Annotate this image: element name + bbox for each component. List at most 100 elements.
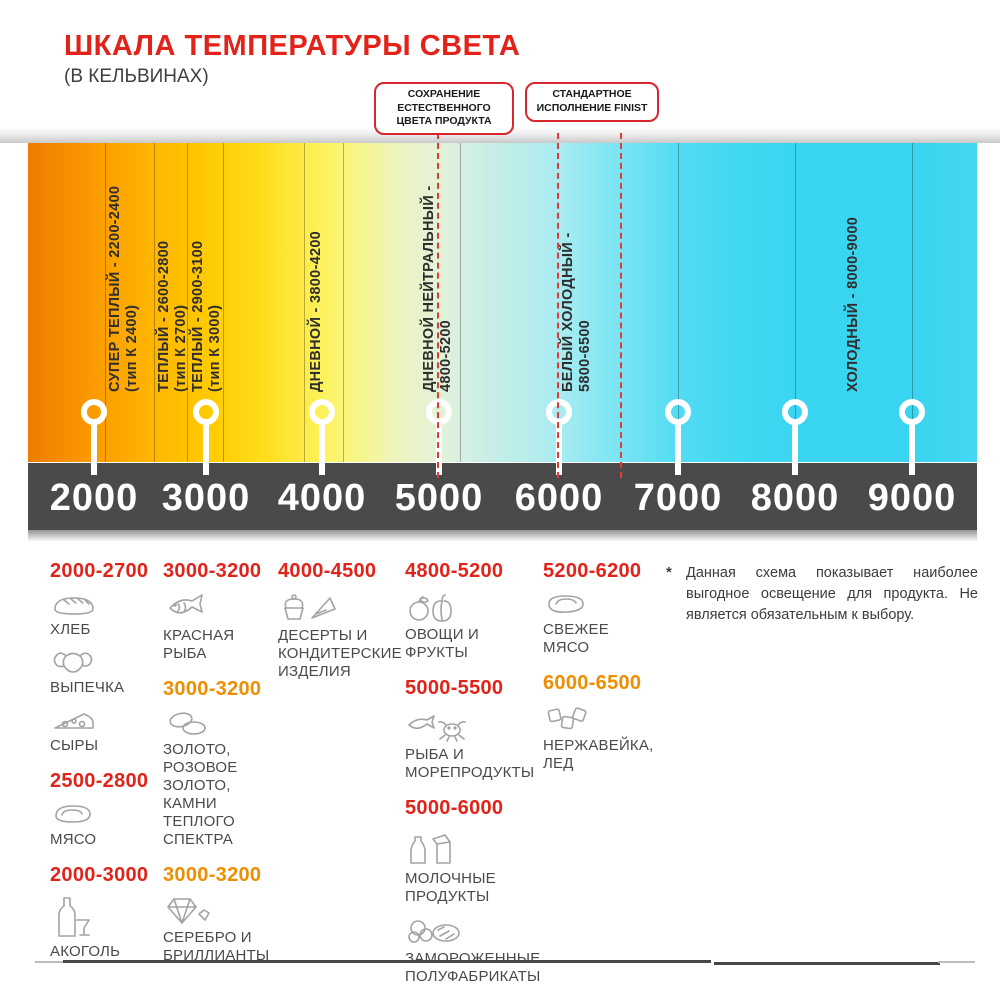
scale-pin-stem: [556, 422, 562, 475]
item-label: АКОГОЛЬ: [50, 943, 121, 960]
category-item: ОВОЩИ И ФРУКТЫ: [405, 590, 541, 662]
scale-pin-stem: [91, 422, 97, 475]
category-group: 2000-3000 АКОГОЛЬ: [50, 864, 154, 961]
category-item: МЯСО: [50, 800, 154, 849]
marker-line-6000: [557, 133, 559, 478]
zone-label-sub: (тип К 2400): [124, 304, 140, 392]
zone-label-sub: 5800-6500: [577, 319, 593, 392]
item-label: СЫРЫ: [50, 737, 99, 754]
item-label: КРАСНАЯ РЫБА: [163, 627, 235, 662]
item-label: ОВОЩИ И ФРУКТЫ: [405, 626, 480, 661]
bottom-rule: [63, 960, 711, 963]
alcohol-icon: [58, 897, 90, 937]
category-item: АКОГОЛЬ: [50, 894, 154, 961]
frozen-food-icon: [408, 920, 460, 943]
zone-separator-line: [343, 143, 344, 462]
category-item: РЫБА И МОРЕПРОДУКТЫ: [405, 707, 541, 782]
temperature-gradient-bar: [28, 143, 977, 462]
category-column-3: 4000-4500 ДЕСЕРТЫ И КОНДИТЕРСКИЕ ИЗДЕЛИЯ: [278, 560, 402, 696]
category-group: 4000-4500 ДЕСЕРТЫ И КОНДИТЕРСКИЕ ИЗДЕЛИЯ: [278, 560, 402, 681]
item-label: МОЛОЧНЫЕ ПРОДУКТЫ: [405, 870, 496, 905]
fresh-meat-icon: [548, 595, 584, 613]
scale-pin-stem: [792, 422, 798, 475]
category-item: НЕРЖАВЕЙКА, ЛЕД: [543, 702, 659, 773]
axis-tick-2000: 2000: [49, 477, 139, 519]
category-group: 4800-5200 ОВОЩИ И ФРУКТЫ: [405, 560, 541, 662]
range-badge: 4800-5200: [405, 560, 504, 582]
zone-separator-line: [795, 143, 796, 462]
category-group: 3000-3200 ЗОЛОТО, РОЗОВОЕ ЗОЛОТО, КАМНИ …: [163, 678, 277, 849]
category-group: 6000-6500 НЕРЖАВЕЙКА, ЛЕД: [543, 672, 659, 773]
range-badge: 3000-3200: [163, 864, 262, 886]
item-label: ХЛЕБ: [50, 621, 91, 638]
axis-tick-9000: 9000: [867, 477, 957, 519]
callout-preserve-color-text: СОХРАНЕНИЕ ЕСТЕСТВЕННОГО ЦВЕТА ПРОДУКТА: [396, 88, 492, 128]
zone-separator-line: [223, 143, 224, 462]
meat-icon: [55, 805, 91, 823]
marker-line-5000: [437, 133, 439, 478]
footnote: * Данная схема показывает наиболее выгод…: [660, 563, 978, 626]
zone-separator-line: [105, 143, 106, 462]
category-group: 2000-2700 ХЛЕБ ВЫПЕЧКА: [50, 560, 154, 755]
category-group: 5000-5500 РЫБА И МОРЕПРОДУКТЫ: [405, 677, 541, 782]
category-column-1: 2000-2700 ХЛЕБ ВЫПЕЧКА: [50, 560, 154, 976]
zone-label-super-warm: СУПЕР ТЕПЛЫЙ - 2200-2400 (тип К 2400): [107, 148, 141, 392]
axis-tick-3000: 3000: [161, 477, 251, 519]
range-badge: 2500-2800: [50, 770, 149, 792]
zone-separator-line: [678, 143, 679, 462]
zone-label-main: ТЕПЛЫЙ - 2900-3100: [190, 240, 206, 392]
item-label: НЕРЖАВЕЙКА, ЛЕД: [543, 737, 654, 772]
range-badge: 3000-3200: [163, 678, 262, 700]
zone-label-warm-2700: ТЕПЛЫЙ - 2600-2800 (тип К 2700): [156, 148, 190, 392]
marker-line-6500: [620, 133, 622, 478]
page-title: ШКАЛА ТЕМПЕРАТУРЫ СВЕТА: [64, 30, 521, 62]
dairy-icon: [410, 834, 451, 864]
fish-crab-icon: [408, 715, 466, 742]
category-item: МОЛОЧНЫЕ ПРОДУКТЫ: [405, 827, 541, 906]
item-label: РЫБА И МОРЕПРОДУКТЫ: [405, 746, 535, 781]
category-item: КРАСНАЯ РЫБА: [163, 590, 277, 663]
axis-tick-7000: 7000: [633, 477, 723, 519]
bottom-rule-end: [938, 961, 975, 963]
range-badge: 3000-3200: [163, 560, 262, 582]
footnote-text: Данная схема показывает наиболее выгодно…: [686, 565, 978, 624]
range-badge: 2000-2700: [50, 560, 149, 582]
bottom-rule: [714, 962, 940, 965]
bottom-rule-end: [35, 961, 65, 963]
zone-label-main: СУПЕР ТЕПЛЫЙ - 2200-2400: [107, 185, 123, 392]
scale-pin-stem: [203, 422, 209, 475]
kelvin-axis-bar: [28, 463, 977, 530]
page-subtitle: (В КЕЛЬВИНАХ): [64, 66, 209, 87]
zone-label-main: ДНЕВНОЙ - 3800-4200: [308, 230, 324, 392]
scale-pin-stem: [319, 422, 325, 475]
scale-pin-stem: [909, 422, 915, 475]
zone-label-daylight-neutral: ДНЕВНОЙ НЕЙТРАЛЬНЫЙ - 4800-5200: [421, 148, 457, 392]
dessert-icon: [284, 594, 336, 620]
item-label: СВЕЖЕЕ МЯСО: [543, 621, 609, 656]
diamond-icon: [167, 898, 210, 924]
zone-separator-line: [154, 143, 155, 462]
category-item: ВЫПЕЧКА: [50, 646, 154, 697]
category-column-4: 4800-5200 ОВОЩИ И ФРУКТЫ 5000-5500: [405, 560, 541, 1000]
item-label: СЕРЕБРО И БРИЛЛИАНТЫ: [163, 929, 270, 964]
category-item: ЗОЛОТО, РОЗОВОЕ ЗОЛОТО, КАМНИ ТЕПЛОГО СП…: [163, 708, 277, 849]
range-badge: 4000-4500: [278, 560, 377, 582]
callout-finist-standard: СТАНДАРТНОЕ ИСПОЛНЕНИЕ FINIST: [525, 82, 659, 122]
zone-label-warm-3000: ТЕПЛЫЙ - 2900-3100 (тип К 3000): [190, 148, 224, 392]
zone-separator-line: [912, 143, 913, 462]
range-badge: 5000-6000: [405, 797, 504, 819]
item-label: ЗАМОРОЖЕННЫЕ ПОЛУФАБРИКАТЫ: [405, 950, 541, 985]
category-item: СВЕЖЕЕ МЯСО: [543, 590, 659, 657]
callout-finist-standard-text: СТАНДАРТНОЕ ИСПОЛНЕНИЕ FINIST: [536, 88, 648, 114]
zone-label-cold: ХОЛОДНЫЙ - 8000-9000: [845, 148, 865, 392]
footnote-asterisk: *: [666, 564, 672, 581]
range-badge: 5200-6200: [543, 560, 642, 582]
zone-label-sub: (тип К 3000): [207, 304, 223, 392]
zone-label-main: БЕЛЫЙ ХОЛОДНЫЙ -: [560, 232, 576, 392]
item-label: ДЕСЕРТЫ И КОНДИТЕРСКИЕ ИЗДЕЛИЯ: [278, 627, 402, 680]
range-badge: 6000-6500: [543, 672, 642, 694]
zone-separator-line: [304, 143, 305, 462]
category-group: 3000-3200 КРАСНАЯ РЫБА: [163, 560, 277, 663]
item-label: ЗОЛОТО, РОЗОВОЕ ЗОЛОТО, КАМНИ ТЕПЛОГО СП…: [163, 741, 238, 848]
zone-separator-line: [460, 143, 461, 462]
